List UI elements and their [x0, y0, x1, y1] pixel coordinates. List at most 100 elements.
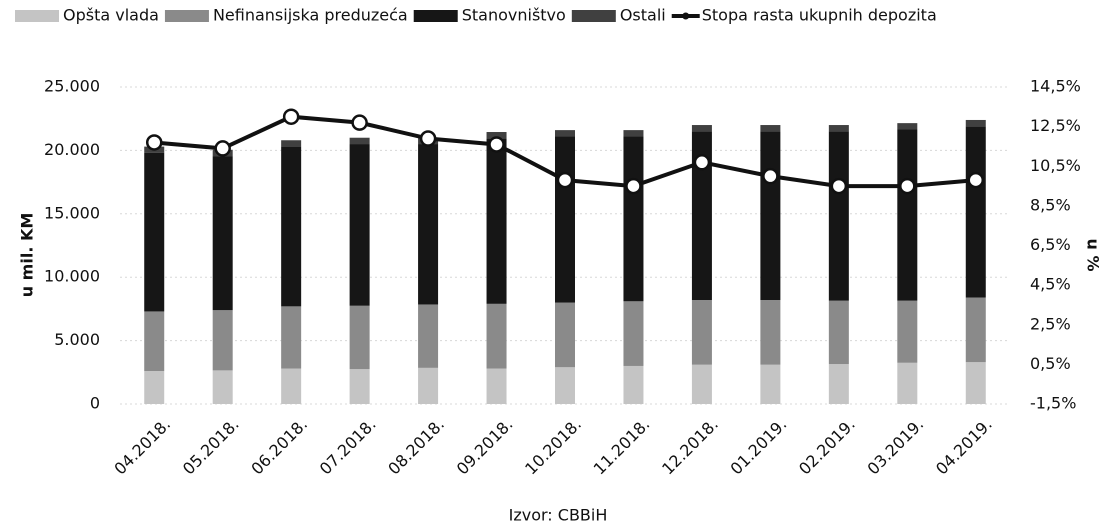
bar-segment — [555, 367, 575, 404]
line-marker — [145, 134, 163, 151]
bar-segment — [144, 152, 165, 312]
y-tick-label: 0 — [90, 394, 100, 413]
y-tick-label: 10.000 — [44, 267, 100, 286]
legend-swatch — [413, 10, 458, 22]
bar-segment — [691, 131, 712, 301]
line-marker — [899, 177, 916, 195]
y2-tick-label: 4,5% — [1030, 275, 1071, 294]
bar-segment — [828, 364, 849, 404]
line-marker — [556, 171, 574, 189]
legend-swatch — [682, 12, 690, 20]
legend-label: Stanovništvo — [462, 6, 566, 25]
bar-segment — [623, 136, 644, 302]
x-tick-label: 07.2018. — [316, 415, 380, 479]
bar-segment — [418, 144, 439, 305]
bar-segment — [555, 130, 575, 137]
bar-segment — [486, 138, 507, 304]
x-tick-label: 11.2018. — [590, 415, 654, 479]
bar-segment — [418, 304, 439, 368]
y-tick-label: 25.000 — [44, 77, 100, 96]
line-marker — [830, 177, 848, 195]
y-tick-label: 5.000 — [54, 330, 100, 349]
x-tick-label: 12.2018. — [658, 415, 722, 479]
x-tick-label: 06.2018. — [247, 415, 311, 479]
x-tick-label: 05.2018. — [179, 415, 243, 479]
y2-tick-label: 14,5% — [1030, 77, 1081, 96]
x-tick-label: 09.2018. — [453, 415, 517, 479]
bar-segment — [828, 131, 849, 301]
legend-label: Stopa rasta ukupnih depozita — [702, 6, 937, 25]
bar-segment — [212, 310, 233, 371]
source: Izvor: CBBiH — [509, 506, 608, 525]
bar-segment — [897, 300, 918, 363]
bar-segment — [281, 306, 302, 369]
bar-segment — [349, 144, 370, 306]
y-tick-label: 15.000 — [44, 203, 100, 222]
bar-segment — [965, 362, 986, 404]
y2-tick-label: 6,5% — [1030, 235, 1071, 254]
bar-segment — [281, 146, 302, 307]
bar-segment — [486, 368, 507, 404]
legend-label: Opšta vlada — [63, 6, 159, 25]
bar-segment — [281, 368, 302, 404]
x-tick-label: 01.2019. — [727, 415, 791, 479]
x-tick-label: 02.2019. — [795, 415, 859, 479]
legend-label: Ostali — [620, 6, 666, 25]
y2-tick-label: 8,5% — [1030, 195, 1071, 214]
line-marker — [419, 130, 437, 147]
line-marker — [967, 171, 985, 189]
y-axis-title: u mil. KM — [18, 213, 37, 298]
line-marker — [214, 140, 231, 157]
line-marker — [693, 154, 711, 171]
legend-swatch — [164, 10, 209, 22]
line-marker — [488, 136, 505, 153]
y2-tick-label: 12,5% — [1030, 116, 1081, 135]
bar-segment — [349, 137, 370, 145]
legend-swatch — [571, 10, 616, 22]
x-tick-label: 10.2018. — [521, 415, 585, 479]
x-tick-label: 04.2018. — [110, 415, 174, 479]
x-tick-label: 08.2018. — [384, 415, 448, 479]
bar-segment — [828, 125, 849, 132]
line-marker — [351, 114, 368, 131]
bar-segment — [623, 130, 644, 137]
x-tick-label: 04.2019. — [932, 415, 996, 479]
y2-tick-label: 0,5% — [1030, 354, 1071, 373]
bar-segment — [212, 156, 233, 311]
y-tick-label: 20.000 — [44, 140, 100, 159]
line-marker — [282, 108, 300, 125]
bar-segment — [965, 126, 986, 298]
bar-segment — [144, 371, 165, 404]
bar-segment — [281, 140, 302, 147]
bar-segment — [691, 300, 712, 365]
bar-segment — [897, 362, 918, 404]
bar-segment — [212, 370, 233, 404]
bar-segment — [760, 131, 781, 301]
bar-segment — [965, 119, 986, 127]
bar-segment — [897, 129, 918, 301]
bar-segment — [760, 364, 781, 404]
bar-segment — [691, 125, 712, 132]
x-tick-label: 03.2019. — [864, 415, 928, 479]
bar-segment — [555, 136, 575, 303]
line-marker — [762, 167, 779, 185]
legend-label: Nefinansijska preduzeća — [213, 6, 408, 25]
y2-tick-label: 10,5% — [1030, 156, 1081, 175]
bar-segment — [623, 301, 644, 366]
y2-tick-label: 2,5% — [1030, 314, 1071, 333]
bar-segment — [418, 367, 439, 404]
bar-segment — [486, 132, 507, 139]
bar-segment — [828, 300, 849, 365]
legend-swatch — [15, 10, 59, 22]
bar-segment — [486, 303, 507, 369]
bar-segment — [760, 300, 781, 365]
bar-segment — [555, 302, 575, 368]
y2-axis-title: u % — [1084, 239, 1103, 272]
y2-tick-label: -1,5% — [1030, 394, 1076, 413]
bar-segment — [349, 305, 370, 370]
bar-segment — [897, 123, 918, 130]
bar-segment — [965, 297, 986, 363]
bar-segment — [691, 364, 712, 404]
bar-segment — [760, 125, 781, 132]
